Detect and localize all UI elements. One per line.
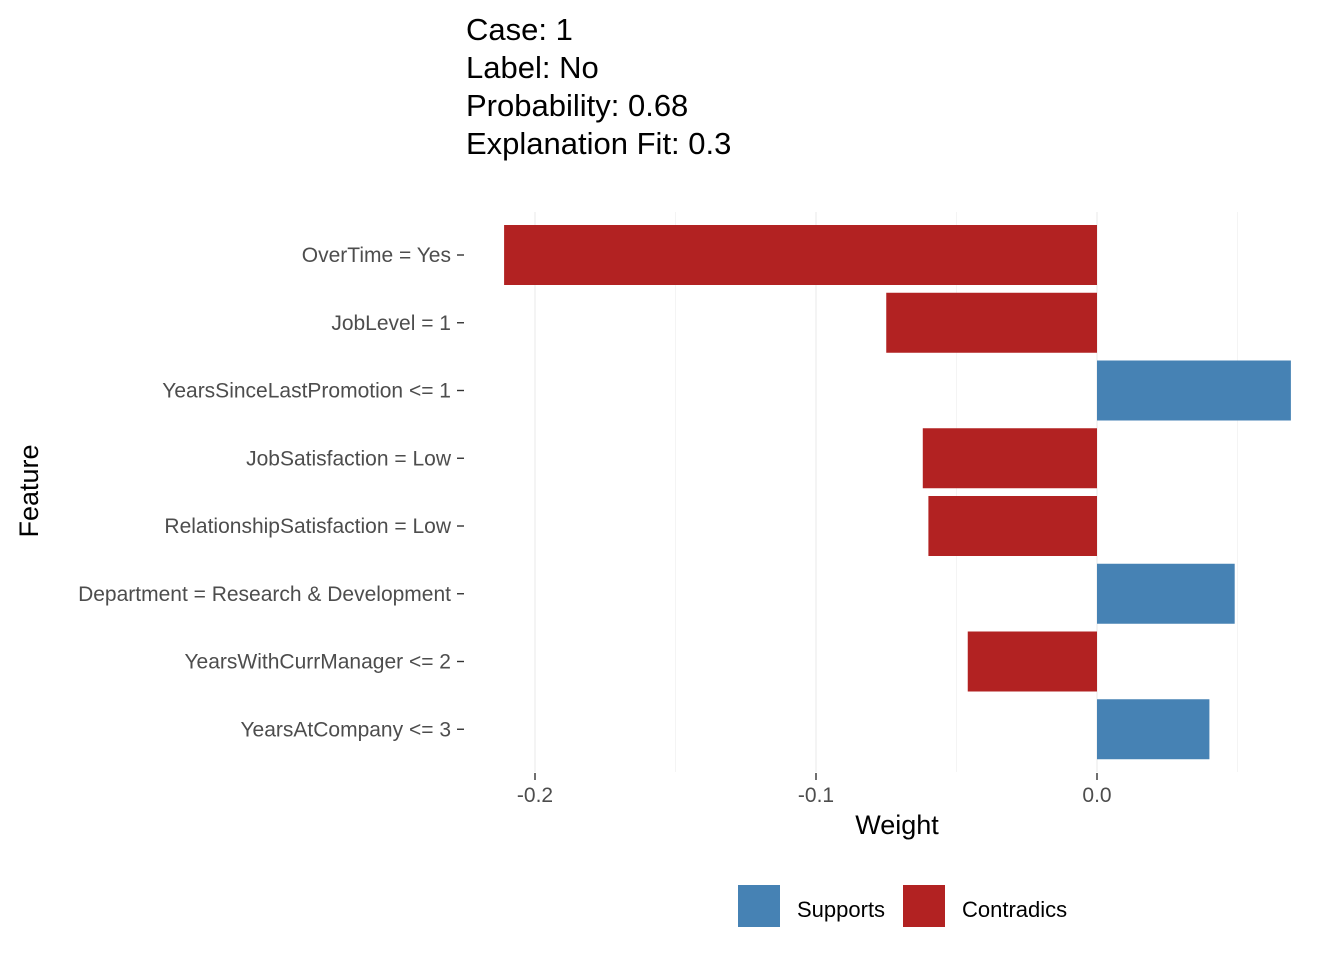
legend-label-contradics: Contradics — [962, 897, 1067, 922]
x-axis: -0.2 -0.1 0.0 — [517, 773, 1112, 807]
y-tick-label-7: YearsWithCurrManager <= 2 — [184, 651, 451, 674]
bars — [504, 225, 1291, 760]
legend-key-contradics — [903, 885, 945, 927]
y-tick-label-2: JobLevel = 1 — [331, 312, 451, 335]
bar-2 — [886, 292, 1097, 353]
y-tick-label-6: Department = Research & Development — [78, 583, 451, 606]
bar-8 — [1097, 699, 1210, 760]
y-tick-label-3: YearsSinceLastPromotion <= 1 — [162, 380, 451, 403]
y-tick-label-1: OverTime = Yes — [302, 244, 451, 267]
title-line-2: Label: No — [466, 50, 599, 85]
title-line-3: Probability: 0.68 — [466, 88, 688, 123]
bar-1 — [504, 225, 1098, 285]
x-axis-title: Weight — [855, 810, 939, 840]
bar-5 — [928, 496, 1097, 556]
y-tick-label-8: YearsAtCompany <= 3 — [240, 718, 451, 741]
bar-4 — [922, 428, 1097, 489]
x-tick-label-1: -0.2 — [517, 784, 553, 807]
y-axis-title: Feature — [14, 444, 44, 537]
bar-3 — [1097, 360, 1291, 421]
legend: Supports Contradics — [738, 885, 1067, 927]
bar-7 — [967, 631, 1097, 692]
y-tick-label-4: JobSatisfaction = Low — [246, 447, 452, 470]
x-tick-label-2: -0.1 — [798, 784, 834, 807]
x-tick-label-3: 0.0 — [1082, 784, 1111, 807]
title-line-4: Explanation Fit: 0.3 — [466, 126, 731, 161]
y-tick-label-5: RelationshipSatisfaction = Low — [164, 515, 451, 538]
legend-label-supports: Supports — [797, 897, 885, 922]
bar-6 — [1097, 563, 1235, 624]
title-line-1: Case: 1 — [466, 12, 573, 47]
legend-key-supports — [738, 885, 780, 927]
y-axis: OverTime = Yes JobLevel = 1 YearsSinceLast… — [78, 244, 464, 741]
